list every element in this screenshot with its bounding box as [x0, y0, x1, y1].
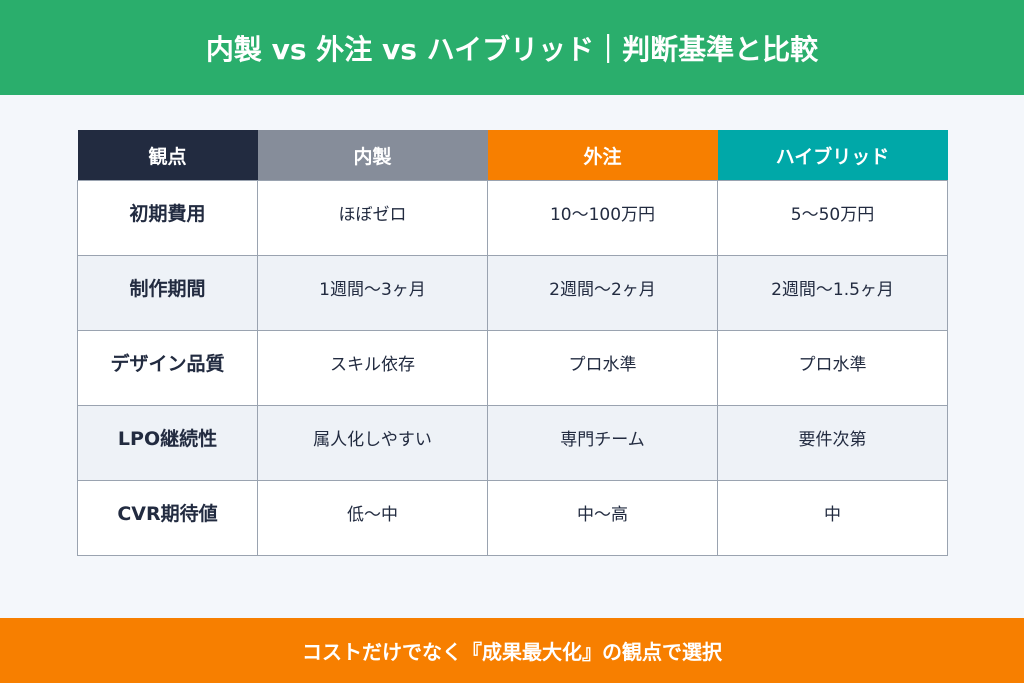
row-label: デザイン品質: [77, 330, 258, 406]
column-header: 観点: [77, 130, 258, 181]
cell: 1週間〜3ヶ月: [257, 255, 488, 331]
cell: 5〜50万円: [717, 180, 948, 256]
row-label: 制作期間: [77, 255, 258, 331]
cell: 専門チーム: [487, 405, 718, 481]
cell: プロ水準: [487, 330, 718, 406]
table-row: デザイン品質 スキル依存 プロ水準 プロ水準: [77, 330, 948, 406]
comparison-table: 観点 内製 外注 ハイブリッド 初期費用 ほぼゼロ 10〜100万円 5〜50万円 制作期間 1…: [77, 130, 948, 556]
cell: 2週間〜2ヶ月: [487, 255, 718, 331]
cell: 中〜高: [487, 480, 718, 556]
row-label: 初期費用: [77, 180, 258, 256]
cell: 属人化しやすい: [257, 405, 488, 481]
column-header: 内製: [257, 130, 488, 181]
table-row: CVR期待値 低〜中 中〜高中: [77, 480, 948, 556]
cell: ほぼゼロ: [257, 180, 488, 256]
cell: 10〜100万円: [487, 180, 718, 256]
header-row: 観点 内製 外注 ハイブリッド: [77, 130, 948, 181]
column-header: 外注: [487, 130, 718, 181]
table-body: 初期費用 ほぼゼロ 10〜100万円 5〜50万円 制作期間 1週間〜3ヶ月 2週間〜2ヶ月…: [77, 180, 948, 556]
row-label: LPO継続性: [77, 405, 258, 481]
table-row: 制作期間 1週間〜3ヶ月 2週間〜2ヶ月 2週間〜1.5ヶ月: [77, 255, 948, 331]
table-row: 初期費用 ほぼゼロ 10〜100万円 5〜50万円: [77, 180, 948, 256]
row-label: CVR期待値: [77, 480, 258, 556]
cell: 低〜中: [257, 480, 488, 556]
footer: コストだけでなく『成果最大化』の観点で選択: [0, 618, 1024, 683]
cell: 2週間〜1.5ヶ月: [717, 255, 948, 331]
cell: スキル依存: [257, 330, 488, 406]
cell: 中: [717, 480, 948, 556]
cell: プロ水準: [717, 330, 948, 406]
table-row: LPO継続性 属人化しやすい 専門チーム 要件次第: [77, 405, 948, 481]
cell: 要件次第: [717, 405, 948, 481]
title: 内製 vs 外注 vs ハイブリッド｜判断基準と比較: [0, 0, 1024, 95]
column-header: ハイブリッド: [717, 130, 948, 181]
